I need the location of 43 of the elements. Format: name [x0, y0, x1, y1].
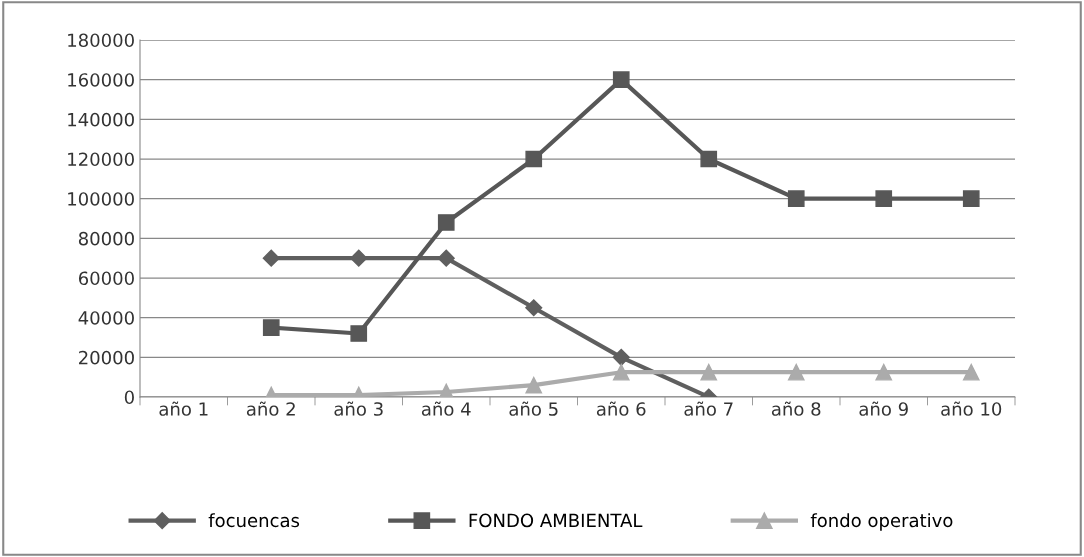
legend-label: FONDO AMBIENTAL: [469, 513, 643, 528]
x-tick-label: año 1: [159, 401, 208, 416]
x-tick-label: año 10: [941, 401, 1002, 416]
point: [962, 190, 980, 208]
x-tick-label: año 2: [246, 401, 295, 416]
point: [787, 363, 805, 381]
y-tick-label: 100000: [68, 192, 134, 206]
point: [612, 71, 630, 89]
point: [612, 363, 630, 381]
point: [612, 348, 630, 366]
x-tick-label: año 9: [859, 401, 908, 416]
point: [525, 376, 543, 394]
x-tick-label: año 4: [421, 401, 471, 416]
x-tick-label: año 5: [509, 401, 558, 416]
y-tick-label: 60000: [78, 271, 134, 286]
point: [437, 214, 455, 231]
point: [962, 363, 980, 381]
point: [875, 363, 893, 381]
point: [700, 363, 718, 381]
y-tick-label: 0: [124, 390, 134, 405]
point: [525, 150, 543, 168]
y-tick-label: 80000: [78, 231, 134, 246]
y-tick-label: 40000: [78, 311, 134, 325]
point: [350, 249, 368, 267]
y-tick-label: 180000: [68, 33, 134, 48]
point: [525, 299, 543, 317]
point: [262, 249, 280, 267]
point: [437, 249, 455, 267]
point: [787, 190, 805, 208]
y-tick-label: 20000: [79, 350, 134, 365]
x-tick-label: año 3: [334, 401, 383, 416]
point: [262, 319, 280, 336]
point: [700, 150, 718, 168]
point: [350, 325, 368, 342]
legend-label: fondo operativo: [810, 513, 953, 531]
y-tick-label: 140000: [68, 112, 134, 127]
x-tick-label: año 7: [684, 401, 733, 416]
x-tick-label: año 8: [771, 401, 821, 416]
x-tick-label: año 6: [596, 401, 646, 416]
point: [875, 190, 893, 208]
y-tick-label: 120000: [68, 152, 134, 167]
y-tick-label: 160000: [68, 73, 134, 87]
legend-label: focuencas: [208, 513, 300, 528]
